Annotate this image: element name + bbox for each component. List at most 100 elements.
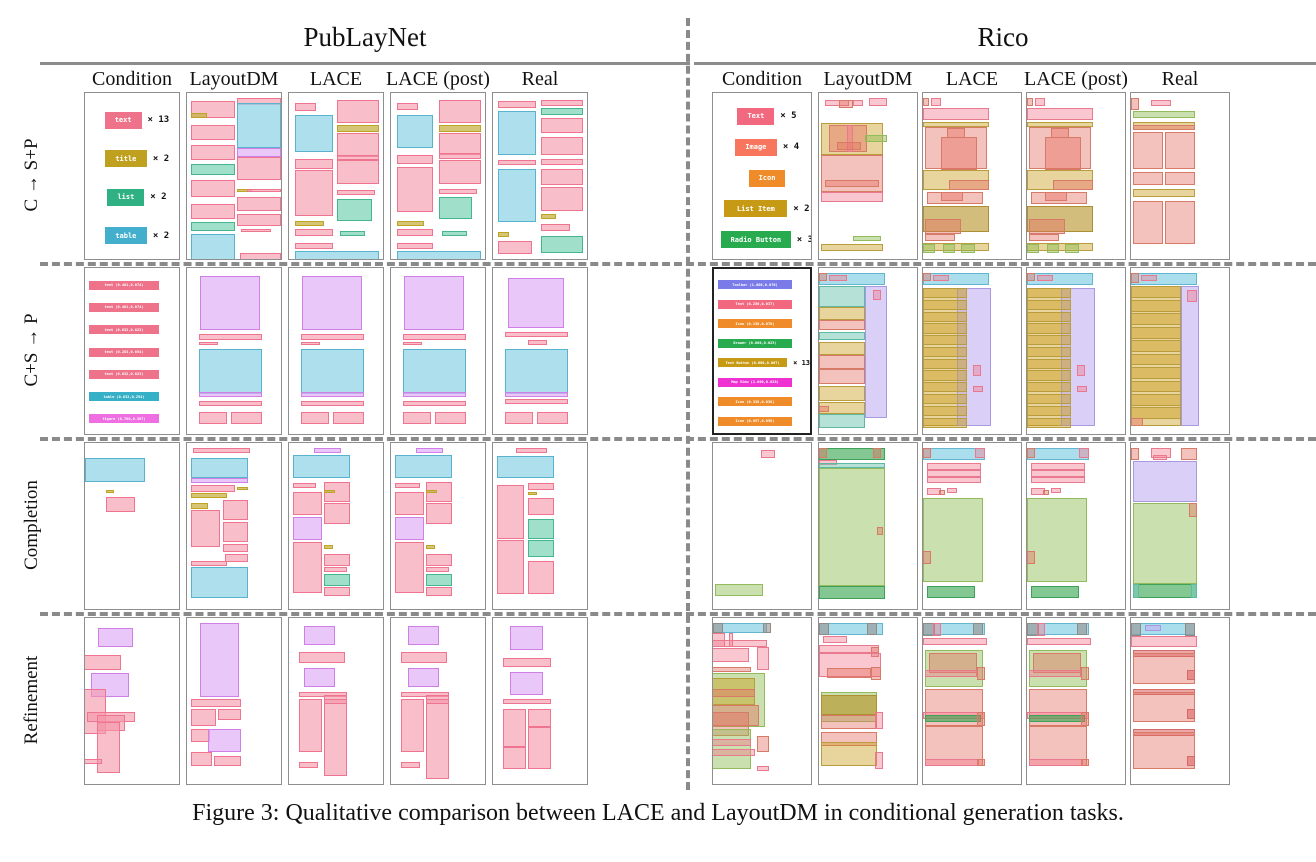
panel-rico-c-sp-condition: Text × 5 Image × 4 Icon List Item × 2 Radio But… <box>712 92 812 260</box>
legend-row: list × 2 <box>93 188 179 206</box>
column-header-publaynet-3: LACE (post) <box>386 68 490 90</box>
layout-box-rico_image_l <box>873 448 881 459</box>
layout-box-table <box>85 458 145 482</box>
legend-count: × 2 <box>150 192 167 203</box>
legend-row: Toolbar (1.000,0.070) <box>718 280 810 290</box>
layout-box-text <box>504 412 534 425</box>
column-header-rico-1: LayoutDM <box>823 68 913 90</box>
layout-box-rico_figure_l <box>1145 624 1161 632</box>
layout-box-rico_list_l <box>819 331 865 341</box>
layout-box-list <box>190 163 235 176</box>
legend-swatch: table (0.832,0.254) <box>89 392 159 402</box>
legend-row: Radio Button × 3 <box>721 231 811 249</box>
panel-publaynet-cs-p-lace <box>288 267 384 435</box>
layout-box-rico_text_l <box>819 653 881 677</box>
layout-box-table <box>198 348 262 394</box>
layout-box-rico_text_l <box>713 749 755 756</box>
layout-box-rico_radio_d <box>819 585 885 600</box>
layout-box-rico_listitem_l <box>821 244 883 251</box>
layout-box-rico_image_l <box>1029 234 1059 241</box>
layout-box-rico_radio_l <box>943 244 955 253</box>
layout-box-rico_radio_d <box>1031 585 1079 598</box>
layout-box-rico_image_l <box>1133 200 1163 245</box>
layout-box-table <box>396 114 434 149</box>
layout-box-text <box>213 755 241 766</box>
legend-count: × 2 <box>793 203 810 214</box>
layout-box-rico_image_l <box>839 99 853 109</box>
layout-box-text <box>337 99 380 124</box>
layout-box-rico_listitem_l <box>1027 382 1071 393</box>
layout-box-text <box>323 698 347 704</box>
layout-box-rico_gray <box>973 623 983 635</box>
layout-box-list <box>190 222 235 231</box>
layout-box-rico_image_d <box>1187 708 1195 719</box>
layout-box-rico_image_l <box>1131 417 1143 426</box>
layout-box-title <box>541 213 557 219</box>
layout-box-rico_text_l <box>713 738 751 746</box>
layout-box-text <box>198 341 218 346</box>
layout-box-figure <box>408 668 439 687</box>
panel-rico-refinement-lace <box>922 617 1022 785</box>
layout-box-rico_listitem_l <box>923 121 989 127</box>
layout-box-figure <box>302 276 362 331</box>
panel-rico-cs-p-lace <box>922 267 1022 435</box>
layout-box-text <box>294 158 334 169</box>
layout-box-rico_listitem_l <box>1027 121 1093 127</box>
row-label-completion: Completion <box>21 480 42 570</box>
layout-box-rico_text_l <box>1037 623 1045 637</box>
layout-box-list <box>541 108 584 115</box>
legend-swatch: Text Button (0.600,0.067) <box>718 358 788 368</box>
layout-box-rico_text_l <box>713 648 749 662</box>
layout-box-rico_image_l <box>713 688 755 697</box>
layout-box-text <box>394 542 424 593</box>
layout-box-rico_listitem_d <box>1027 205 1093 233</box>
legend-row: Text (0.256,0.037) <box>718 299 810 309</box>
layout-box-rico_radio_d <box>925 715 981 723</box>
column-header-rico-3: LACE (post) <box>1024 68 1128 90</box>
layout-box-text <box>190 510 220 548</box>
panel-publaynet-c-sp-layoutdm <box>186 92 282 260</box>
layout-box-text <box>294 170 334 216</box>
layout-box-figure <box>313 448 341 454</box>
layout-box-title <box>106 490 114 494</box>
layout-box-rico_image_l <box>1081 759 1089 766</box>
legend-swatch: text (0.832,0.023) <box>89 369 159 379</box>
layout-box-rico_radio_l <box>865 135 887 142</box>
layout-box-rico_radio_l <box>925 649 983 687</box>
layout-box-text <box>541 99 584 107</box>
layout-box-text <box>425 503 453 524</box>
legend-row: text (0.283,0.054) <box>89 347 177 357</box>
layout-box-rico_listitem_l <box>923 346 967 358</box>
layout-box-list <box>323 574 351 586</box>
layout-box-rico_radio_l <box>1065 244 1079 253</box>
layout-box-text <box>502 658 551 667</box>
layout-box-text <box>527 708 551 770</box>
layout-box-rico_figure_l <box>1181 286 1199 426</box>
layout-box-rico_text_l <box>1151 448 1171 459</box>
layout-box-text <box>527 340 547 346</box>
layout-box-rico_radio_l <box>1029 649 1087 687</box>
layout-box-list <box>439 197 472 219</box>
layout-box-text <box>527 498 555 516</box>
legend-row: Drawer (0.800,0.025) <box>718 338 810 348</box>
layout-box-text <box>337 155 380 161</box>
layout-box-rico_image_l <box>939 490 945 496</box>
layout-box-text <box>198 412 228 425</box>
layout-box-rico_listitem_l <box>923 417 967 428</box>
layout-box-rico_image_l <box>1051 128 1069 139</box>
layout-box-rico_image_l <box>1131 273 1139 284</box>
layout-box-text <box>439 133 482 156</box>
legend-swatch: Text (0.256,0.037) <box>718 299 792 309</box>
layout-box-rico_text_l <box>927 469 981 477</box>
layout-box-text <box>300 341 320 346</box>
layout-box-text <box>502 698 551 704</box>
layout-box-figure <box>408 626 439 645</box>
layout-box-rico_image_l <box>713 666 751 672</box>
panel-publaynet-completion-lacepost <box>390 442 486 610</box>
layout-box-rico_image_l <box>1189 503 1197 517</box>
layout-box-text <box>439 188 478 194</box>
layout-box-figure <box>508 278 565 329</box>
layout-box-title <box>527 491 538 496</box>
row-separator-3 <box>40 612 1316 616</box>
panel-publaynet-refinement-real <box>492 617 588 785</box>
